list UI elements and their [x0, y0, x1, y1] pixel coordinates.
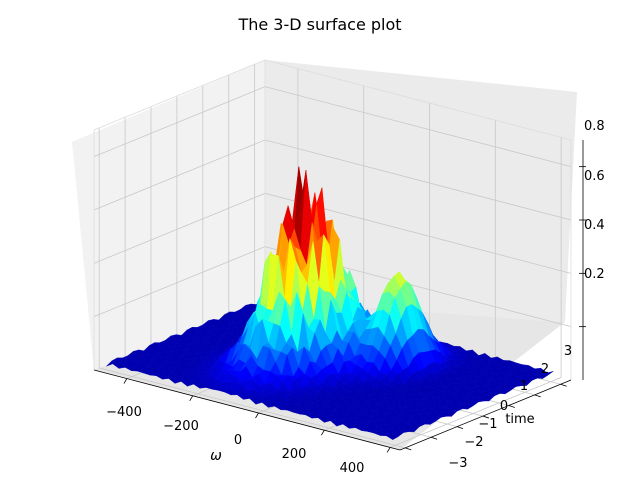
surface-patch — [386, 433, 399, 440]
chart-title: The 3-D surface plot — [237, 15, 401, 34]
x-tick-mark — [255, 412, 259, 419]
y-tick-mark — [430, 436, 438, 440]
x-axis-ticks: −400 −200 0 200 400 — [106, 405, 364, 476]
z-axis-ticks: 0.2 0.4 0.6 0.8 — [584, 119, 605, 282]
back-left-pane — [72, 60, 265, 370]
z-tick-label: 0.6 — [584, 169, 605, 184]
surface-plot — [106, 166, 554, 440]
x-axis-line — [93, 369, 401, 451]
x-tick-label: 0 — [234, 433, 242, 448]
back-right-pane — [265, 60, 577, 322]
y-axis-label: time — [505, 412, 534, 427]
y-tick-label: 3 — [564, 344, 572, 359]
x-tick-mark — [189, 395, 194, 402]
z-tick-label: 0.2 — [584, 267, 605, 282]
y-tick-mark — [405, 447, 412, 451]
y-tick-mark — [534, 394, 541, 398]
x-tick-mark — [320, 430, 325, 436]
x-tick-label: −200 — [163, 419, 199, 434]
y-tick-mark — [456, 426, 464, 430]
y-tick-label: −3 — [448, 456, 467, 471]
y-tick-mark — [560, 383, 567, 387]
axis-lines — [93, 140, 586, 453]
x-tick-label: −400 — [106, 405, 142, 420]
y-tick-label: 2 — [541, 362, 549, 377]
x-tick-label: 200 — [282, 447, 307, 462]
x-tick-mark — [386, 447, 391, 453]
z-tick-label: 0.4 — [584, 218, 605, 233]
z-tick-label: 0.8 — [584, 119, 605, 134]
y-tick-mark — [508, 405, 515, 408]
y-tick-label: 0 — [500, 399, 508, 414]
x-axis-label: ω — [210, 448, 222, 464]
y-tick-label: 1 — [520, 379, 528, 394]
x-tick-label: 400 — [340, 461, 365, 476]
y-axis-line — [399, 379, 572, 451]
y-tick-label: −2 — [464, 435, 483, 450]
y-tick-mark — [482, 415, 490, 419]
pane-edge — [93, 59, 266, 131]
pane-edges — [93, 59, 572, 380]
x-tick-mark — [123, 378, 128, 384]
pane-edge — [264, 59, 572, 141]
y-axis-ticks: −3 −2 −1 0 1 2 3 — [448, 344, 572, 471]
y-tick-label: −1 — [478, 417, 497, 432]
